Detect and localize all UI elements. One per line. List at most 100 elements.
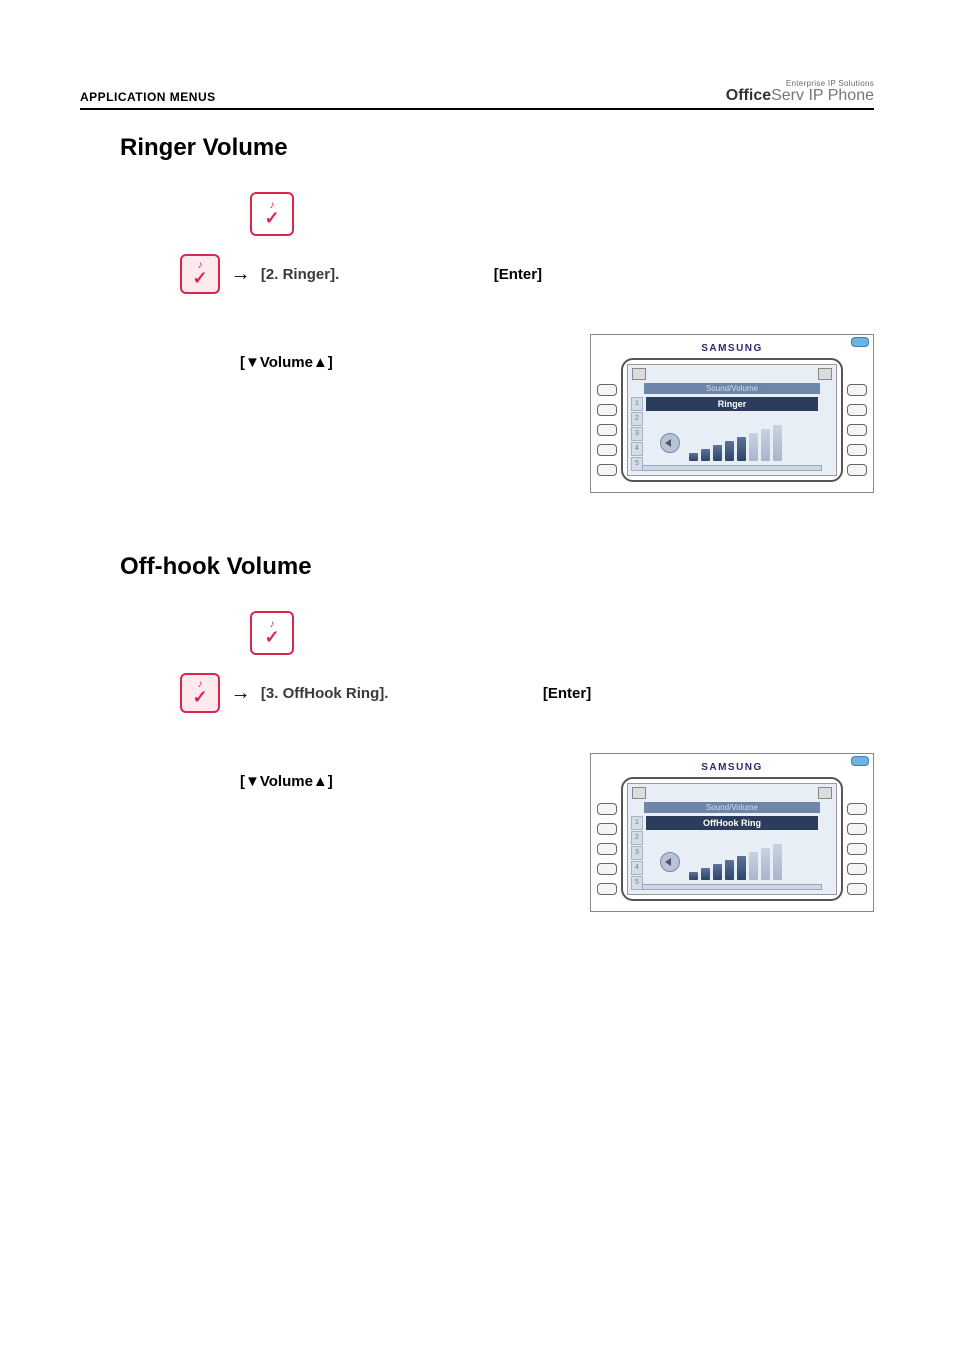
screen-selected-item[interactable]: Ringer xyxy=(646,397,818,411)
enter-label: [Enter] xyxy=(543,685,591,702)
menu-index: 4 xyxy=(631,861,643,875)
enter-label: [Enter] xyxy=(494,266,542,283)
step-line: ♪✓ → [2. Ringer]. [Enter] xyxy=(180,254,874,294)
section: Off-hook Volume ♪✓ ♪✓ → [3. OffHook Ring… xyxy=(80,553,874,912)
scroll-track xyxy=(642,884,822,890)
speaker-icon xyxy=(660,852,680,872)
section-title: Ringer Volume xyxy=(120,134,874,162)
phone-screen-frame: Sound/Volume OffHook Ring ol. 12345 xyxy=(621,777,843,901)
volume-bar xyxy=(689,453,698,461)
phone-body: Sound/Volume OffHook Ring ol. 12345 xyxy=(597,777,867,901)
phone-side-button[interactable] xyxy=(847,823,867,835)
logo-brand-bold: Office xyxy=(726,87,771,104)
phone-side-button[interactable] xyxy=(847,803,867,815)
phone-side-button[interactable] xyxy=(847,404,867,416)
phone-side-button[interactable] xyxy=(847,384,867,396)
home-icon xyxy=(632,368,646,380)
volume-bar xyxy=(725,860,734,880)
phone-side-button[interactable] xyxy=(847,444,867,456)
volume-bar xyxy=(761,848,770,880)
phone-side-button[interactable] xyxy=(847,863,867,875)
section: Ringer Volume ♪✓ ♪✓ → [2. Ringer]. [Ente… xyxy=(80,134,874,493)
phone-indicator xyxy=(851,756,869,766)
volume-meter xyxy=(660,425,782,461)
phone-side-button[interactable] xyxy=(597,863,617,875)
volume-row: [▼Volume▲] SAMSUNG Sound/Volume OffHook … xyxy=(180,753,874,912)
right-button-column xyxy=(847,358,867,482)
menu-icon xyxy=(818,368,832,380)
phone-brand-bar: SAMSUNG xyxy=(597,762,867,773)
step-block: ♪✓ ♪✓ → [2. Ringer]. [Enter] xyxy=(180,192,874,294)
sound-icon: ♪✓ xyxy=(180,254,220,294)
volume-bar xyxy=(773,425,782,461)
phone-screen: Sound/Volume OffHook Ring ol. 12345 xyxy=(627,783,837,895)
volume-bar xyxy=(701,868,710,880)
volume-bar xyxy=(749,852,758,880)
screen-title-bar xyxy=(632,786,832,800)
phone-side-button[interactable] xyxy=(597,883,617,895)
section-title: Off-hook Volume xyxy=(120,553,874,581)
step-block: ♪✓ ♪✓ → [3. OffHook Ring]. [Enter] xyxy=(180,611,874,713)
screen-side-numbers: 12345 xyxy=(631,816,643,891)
menu-index: 1 xyxy=(631,397,643,411)
screen-menu-header: Sound/Volume xyxy=(644,383,820,394)
menu-index: 3 xyxy=(631,846,643,860)
volume-key-label: [▼Volume▲] xyxy=(240,354,333,371)
phone-side-button[interactable] xyxy=(847,843,867,855)
phone-side-button[interactable] xyxy=(597,823,617,835)
volume-bar xyxy=(761,429,770,461)
sound-icon: ♪✓ xyxy=(180,673,220,713)
phone-side-button[interactable] xyxy=(597,404,617,416)
page: APPLICATION MENUS Enterprise IP Solution… xyxy=(0,0,954,1012)
logo-suffix: IP Phone xyxy=(804,87,874,104)
right-button-column xyxy=(847,777,867,901)
phone-device: SAMSUNG Sound/Volume OffHook Ring ol. 12… xyxy=(590,753,874,912)
phone-brand-bar: SAMSUNG xyxy=(597,343,867,354)
arrow-right-icon: → xyxy=(230,263,250,286)
sound-icon: ♪✓ xyxy=(250,611,294,655)
logo-brand: OfficeServ IP Phone xyxy=(726,88,874,104)
screen-menu-header: Sound/Volume xyxy=(644,802,820,813)
phone-brand: SAMSUNG xyxy=(701,762,763,773)
volume-meter xyxy=(660,844,782,880)
phone-side-button[interactable] xyxy=(597,803,617,815)
menu-index: 3 xyxy=(631,427,643,441)
volume-bar xyxy=(737,856,746,880)
sound-icon: ♪✓ xyxy=(250,192,294,236)
step-line: ♪✓ → [3. OffHook Ring]. [Enter] xyxy=(180,673,874,713)
step-label: [3. OffHook Ring]. xyxy=(261,685,389,702)
home-icon xyxy=(632,787,646,799)
logo-brand-light: Serv xyxy=(771,87,804,104)
phone-side-button[interactable] xyxy=(847,464,867,476)
header-left-text: APPLICATION MENUS xyxy=(80,90,216,104)
volume-row: [▼Volume▲] SAMSUNG Sound/Volume Ringer o… xyxy=(180,334,874,493)
phone-side-button[interactable] xyxy=(597,444,617,456)
phone-side-button[interactable] xyxy=(597,843,617,855)
arrow-right-icon: → xyxy=(230,682,250,705)
phone-indicator xyxy=(851,337,869,347)
left-button-column xyxy=(597,358,617,482)
phone-side-button[interactable] xyxy=(597,464,617,476)
screen-selected-item[interactable]: OffHook Ring xyxy=(646,816,818,830)
phone-side-button[interactable] xyxy=(597,384,617,396)
volume-bar xyxy=(713,445,722,461)
phone-screen: Sound/Volume Ringer ol. 12345 xyxy=(627,364,837,476)
volume-bar xyxy=(773,844,782,880)
left-button-column xyxy=(597,777,617,901)
phone-side-button[interactable] xyxy=(847,424,867,436)
menu-index: 4 xyxy=(631,442,643,456)
volume-bar xyxy=(737,437,746,461)
volume-key-label: [▼Volume▲] xyxy=(240,773,333,790)
speaker-icon xyxy=(660,433,680,453)
screen-side-numbers: 12345 xyxy=(631,397,643,472)
header-logo: Enterprise IP Solutions OfficeServ IP Ph… xyxy=(726,80,874,104)
phone-side-button[interactable] xyxy=(847,883,867,895)
menu-index: 1 xyxy=(631,816,643,830)
page-header: APPLICATION MENUS Enterprise IP Solution… xyxy=(80,80,874,110)
volume-bar xyxy=(725,441,734,461)
menu-icon xyxy=(818,787,832,799)
phone-side-button[interactable] xyxy=(597,424,617,436)
volume-bar xyxy=(701,449,710,461)
phone-device: SAMSUNG Sound/Volume Ringer ol. 12345 xyxy=(590,334,874,493)
phone-screen-frame: Sound/Volume Ringer ol. 12345 xyxy=(621,358,843,482)
